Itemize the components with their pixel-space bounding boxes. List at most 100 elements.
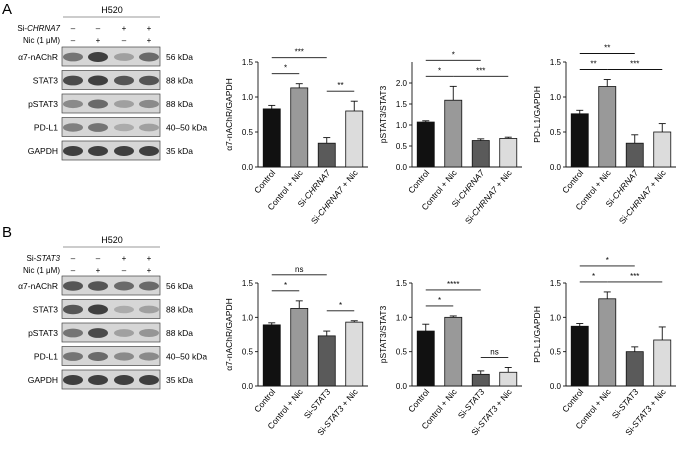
blot-band <box>139 146 159 156</box>
blot-band <box>114 352 134 361</box>
condition-mark: + <box>122 254 127 263</box>
condition-label: Nic (1 μM) <box>23 36 60 45</box>
x-tick-label: Control <box>406 387 431 415</box>
condition-mark: – <box>122 36 127 45</box>
significance-label: * <box>284 281 287 290</box>
significance-label: * <box>606 256 609 265</box>
blot-band <box>63 304 83 315</box>
blot-band <box>88 281 108 291</box>
blot-strip <box>61 93 161 114</box>
y-tick-label: 0.0 <box>396 382 408 391</box>
condition-mark: – <box>71 24 76 33</box>
bar <box>416 121 435 168</box>
blot-band <box>63 123 83 132</box>
blot-band <box>114 375 134 385</box>
significance-label: * <box>452 50 455 59</box>
blot-band <box>139 123 159 132</box>
blot-band <box>139 281 159 291</box>
blot-protein-label: pSTAT3 <box>28 99 58 109</box>
blot-band <box>63 99 83 109</box>
y-tick-label: 0.5 <box>242 348 254 357</box>
y-tick-label: 1.0 <box>550 313 562 322</box>
cell-line-label: H520 <box>101 235 123 245</box>
blot-strip <box>61 299 161 319</box>
significance-label: ns <box>295 265 303 274</box>
blot-protein-label: GAPDH <box>28 146 58 156</box>
significance-label: **** <box>447 280 459 289</box>
blot-band <box>88 99 108 109</box>
blot-strip <box>61 275 161 296</box>
blot-band <box>88 75 108 86</box>
blot-band <box>114 305 134 314</box>
condition-mark: – <box>71 36 76 45</box>
y-tick-label: 2.0 <box>396 79 408 88</box>
x-tick-label: Control <box>560 168 585 196</box>
condition-mark: + <box>147 36 152 45</box>
significance-label: *** <box>295 48 304 57</box>
bar <box>416 330 435 387</box>
blot-band <box>88 352 108 361</box>
bar-chart-b-pdl1: 0.00.51.01.5PD-L1/GAPDH*****ControlContr… <box>532 256 676 437</box>
blot-band <box>63 328 83 338</box>
blot-band <box>139 305 159 314</box>
y-tick-label: 0.0 <box>242 163 254 172</box>
blot-band <box>88 146 108 156</box>
y-tick-label: 1.0 <box>550 93 562 102</box>
significance-label: ** <box>590 60 596 69</box>
molecular-weight-label: 88 kDa <box>166 76 193 86</box>
blot-band <box>63 52 83 62</box>
y-axis-label: pSTAT3/STAT3 <box>378 85 388 143</box>
blot-band <box>88 52 108 62</box>
molecular-weight-label: 56 kDa <box>166 52 193 62</box>
blot-band <box>88 375 108 385</box>
bar <box>345 110 364 168</box>
panel-letter: B <box>2 224 12 241</box>
y-tick-label: 1.5 <box>396 100 408 109</box>
bar <box>317 335 336 387</box>
y-tick-label: 1.5 <box>242 279 254 288</box>
blot-band <box>88 123 108 132</box>
blot-band <box>114 123 134 132</box>
condition-mark: – <box>96 24 101 33</box>
cell-line-label: H520 <box>101 5 123 15</box>
significance-label: ** <box>337 81 343 90</box>
blot-protein-label: α7-nAChR <box>18 52 58 62</box>
bar <box>570 325 589 387</box>
bar <box>598 298 617 387</box>
molecular-weight-label: 35 kDa <box>166 375 193 385</box>
blot-band <box>139 75 159 86</box>
x-tick-label: Control <box>406 168 431 196</box>
bar <box>262 324 281 387</box>
condition-mark: + <box>147 254 152 263</box>
y-axis-label: α7-nAChR/GAPDH <box>224 78 234 150</box>
condition-mark: – <box>71 254 76 263</box>
bar <box>345 321 364 387</box>
condition-mark: – <box>122 266 127 275</box>
molecular-weight-label: 35 kDa <box>166 146 193 156</box>
blot-band <box>114 146 134 156</box>
y-tick-label: 1.0 <box>242 313 254 322</box>
condition-label: Si-STAT3 <box>27 254 61 263</box>
significance-label: *** <box>630 272 639 281</box>
bar <box>471 373 490 387</box>
blot-band <box>139 352 159 361</box>
significance-label: * <box>339 301 342 310</box>
blot-protein-label: GAPDH <box>28 375 58 385</box>
y-tick-label: 1.0 <box>396 121 408 130</box>
condition-mark: + <box>147 24 152 33</box>
molecular-weight-label: 40–50 kDa <box>166 123 207 133</box>
bar <box>262 108 281 168</box>
y-tick-label: 1.5 <box>550 58 562 67</box>
y-tick-label: 0.0 <box>242 382 254 391</box>
y-tick-label: 1.0 <box>242 93 254 102</box>
blot-band <box>63 352 83 361</box>
blot-protein-label: pSTAT3 <box>28 328 58 338</box>
bar <box>444 316 463 387</box>
bar <box>653 131 672 168</box>
bar <box>570 113 589 168</box>
significance-label: * <box>592 272 595 281</box>
condition-mark: + <box>147 266 152 275</box>
molecular-weight-label: 40–50 kDa <box>166 352 207 362</box>
y-tick-label: 1.5 <box>242 58 254 67</box>
bar-chart-b-pstat3: 0.00.51.01.5pSTAT3/STAT3*****nsControlCo… <box>378 279 522 437</box>
